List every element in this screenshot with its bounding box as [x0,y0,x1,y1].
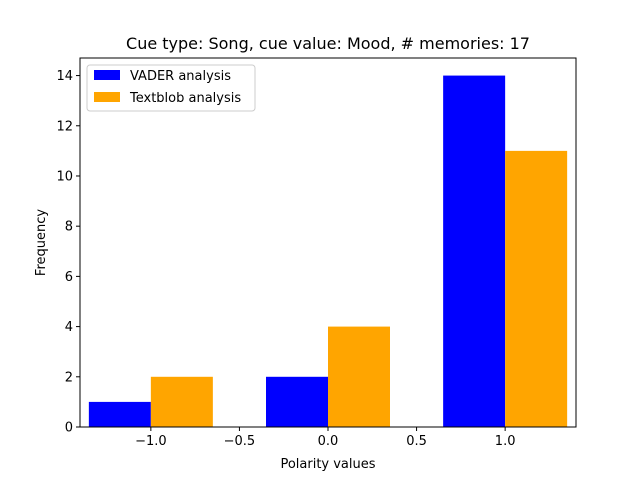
legend: VADER analysis Textblob analysis [86,64,256,112]
legend-box [86,64,256,112]
legend-swatch-vader [94,70,120,80]
y-tick-label: 8 [65,220,73,235]
x-axis-label: Polarity values [280,457,375,472]
legend-swatch-textblob [94,92,120,102]
x-tick-label: −1.0 [135,434,167,449]
bar-vader-0 [88,401,151,427]
x-tick-label: 1.0 [495,434,516,449]
y-axis-label: Frequency [34,209,49,276]
chart-title: Cue type: Song, cue value: Mood, # memor… [126,34,530,53]
x-tick-label: 0.0 [318,434,339,449]
y-tick-label: 0 [65,421,73,436]
y-tick-label: 14 [56,69,73,84]
x-tick-label: −0.5 [224,434,256,449]
y-axis: 0 2 4 6 8 10 12 14 [56,69,80,436]
y-tick-label: 2 [65,370,73,385]
legend-label-textblob: Textblob analysis [129,91,241,106]
bar-vader-2 [443,75,506,428]
bars-group [88,75,568,428]
bar-textblob-2 [505,150,568,427]
x-axis: −1.0 −0.5 0.0 0.5 1.0 [135,427,515,449]
x-tick-label: 0.5 [406,434,427,449]
y-tick-label: 12 [56,119,73,134]
bar-vader-1 [266,376,328,427]
legend-label-vader: VADER analysis [130,69,231,84]
y-tick-label: 10 [56,169,73,184]
y-tick-label: 4 [65,320,73,335]
bar-textblob-0 [150,376,213,427]
bar-textblob-1 [328,326,390,427]
y-tick-label: 6 [65,270,73,285]
